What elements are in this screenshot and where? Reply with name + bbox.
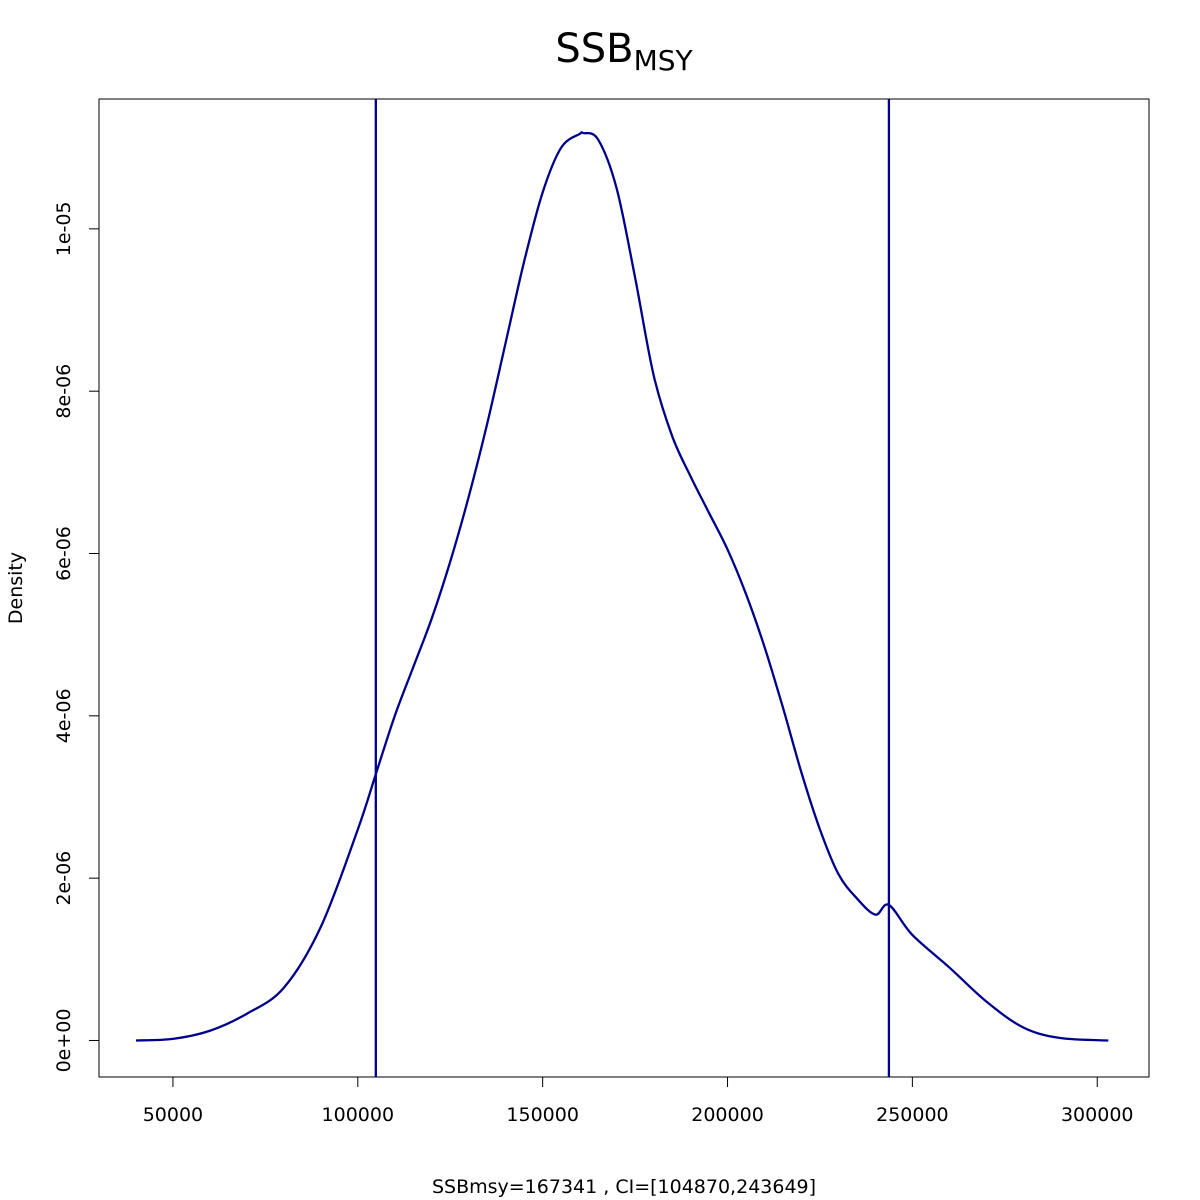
x-axis: 50000 100000 150000 200000 250000 300000	[143, 1077, 1134, 1126]
chart-title-subscript: MSY	[634, 44, 694, 77]
x-tick-label: 200000	[691, 1104, 764, 1126]
y-tick-label: 8e-06	[53, 364, 75, 419]
y-tick-label: 0e+00	[53, 1009, 75, 1073]
chart-title-main: SSB	[555, 26, 633, 72]
y-tick-label: 4e-06	[53, 688, 75, 743]
plot-frame	[98, 98, 1150, 1078]
density-curve	[135, 131, 1109, 1042]
x-tick-label: 100000	[322, 1104, 395, 1126]
y-tick-label: 6e-06	[53, 526, 75, 581]
y-axis: 0e+00 2e-06 4e-06 6e-06 8e-06 1e-05	[53, 201, 99, 1072]
ci-lines	[374, 99, 891, 1077]
x-tick-label: 250000	[876, 1104, 949, 1126]
x-axis-label: SSBmsy=167341 , CI=[104870,243649]	[432, 1176, 816, 1198]
y-tick-label: 2e-06	[53, 851, 75, 906]
x-tick-label: 150000	[506, 1104, 579, 1126]
y-tick-label: 1e-05	[53, 201, 75, 256]
chart-title: SSBMSY	[555, 26, 693, 77]
y-axis-label: Density	[5, 552, 27, 624]
x-tick-label: 300000	[1061, 1104, 1134, 1126]
x-tick-label: 50000	[143, 1104, 203, 1126]
